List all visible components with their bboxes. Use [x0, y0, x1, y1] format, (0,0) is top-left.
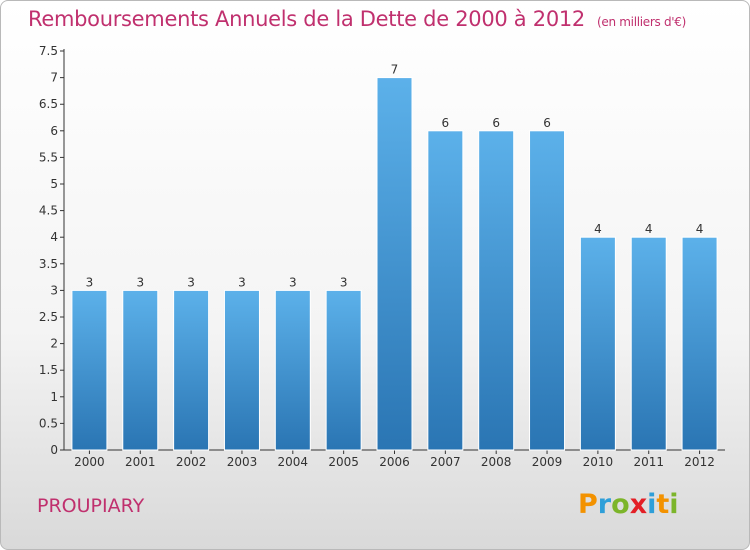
labels: 3 2000 3 2001 3 2002 3 2003 3 2004 3 2005 7 2006 6 2007… [74, 63, 715, 469]
bar-value-label: 3 [86, 275, 94, 289]
y-tick-label: 6.5 [39, 97, 58, 111]
bar-value-label: 3 [289, 275, 297, 289]
y-tick-label: 2.5 [39, 310, 58, 324]
x-tick-label: 2005 [328, 455, 359, 469]
y-tick-label: 5.5 [39, 150, 58, 164]
y-tick-label: 1 [50, 390, 58, 404]
y-tick-label: 7 [50, 71, 58, 85]
x-tick-label: 2007 [430, 455, 461, 469]
bar-value-label: 4 [594, 222, 602, 236]
proxiti-logo: Proxiti [578, 489, 679, 520]
x-tick-label: 2012 [684, 455, 715, 469]
x-tick-label: 2010 [583, 455, 614, 469]
x-tick-label: 2003 [227, 455, 258, 469]
y-tick-label: 3 [50, 283, 58, 297]
bar-value-label: 4 [645, 222, 653, 236]
y-tick-label: 4 [50, 230, 58, 244]
bar-2002 [173, 289, 210, 451]
bar-2012 [681, 236, 718, 451]
bar-2010 [579, 236, 616, 451]
logo-letter: t [656, 489, 670, 520]
bar-value-label: 6 [492, 116, 500, 130]
axes: 0 0.5 1 1.5 2 2.5 3 3.5 4 4.5 5 5.5 6 6.5 7 7.5 [39, 44, 725, 457]
bar-value-label: 3 [238, 275, 246, 289]
bar-2009 [529, 130, 566, 451]
bar-2004 [274, 289, 311, 451]
y-tick-label: 4.5 [39, 204, 58, 218]
y-tick-label: 0.5 [39, 416, 58, 430]
y-tick-label: 1.5 [39, 363, 58, 377]
chart-unit: (en milliers d'€) [597, 15, 687, 29]
bar-value-label: 6 [442, 116, 450, 130]
bar-value-label: 4 [696, 222, 704, 236]
x-tick-label: 2008 [481, 455, 512, 469]
y-tick-label: 0 [50, 443, 58, 457]
y-tick-label: 6 [50, 124, 58, 138]
logo-letter: x [629, 489, 648, 520]
bar-value-label: 7 [391, 63, 399, 77]
y-tick-label: 5 [50, 177, 58, 191]
bar-2003 [223, 289, 260, 451]
chart-title-text: Remboursements Annuels de la Dette de 20… [28, 7, 585, 31]
y-tick-label: 7.5 [39, 44, 58, 58]
y-tick-label: 2 [50, 337, 58, 351]
logo-letter: o [611, 489, 630, 520]
x-tick-label: 2011 [633, 455, 664, 469]
x-tick-label: 2006 [379, 455, 410, 469]
bar-value-label: 3 [340, 275, 348, 289]
chart-title: Remboursements Annuels de la Dette de 20… [28, 7, 686, 31]
bar-value-label: 6 [543, 116, 551, 130]
bar-value-label: 3 [136, 275, 144, 289]
logo-letter: P [578, 489, 598, 520]
x-tick-label: 2004 [278, 455, 309, 469]
logo-letter: i [647, 489, 657, 520]
bar-2007 [427, 130, 464, 451]
bar-2001 [122, 289, 159, 451]
bar-2008 [478, 130, 515, 451]
bar-2000 [71, 289, 108, 451]
bar-2011 [630, 236, 667, 451]
x-tick-label: 2009 [532, 455, 563, 469]
bar-value-label: 3 [187, 275, 195, 289]
bars [71, 77, 718, 451]
x-tick-label: 2000 [74, 455, 105, 469]
x-tick-label: 2002 [176, 455, 207, 469]
commune-name: PROUPIARY [37, 495, 145, 517]
bar-2005 [325, 289, 362, 451]
bar-2006 [376, 77, 413, 451]
x-tick-label: 2001 [125, 455, 156, 469]
logo-letter: r [597, 489, 612, 520]
logo-letter: i [669, 489, 679, 520]
y-tick-label: 3.5 [39, 257, 58, 271]
